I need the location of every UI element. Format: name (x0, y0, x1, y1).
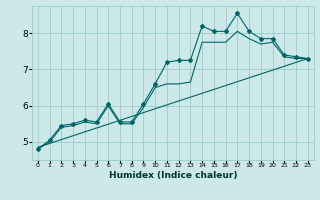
X-axis label: Humidex (Indice chaleur): Humidex (Indice chaleur) (108, 171, 237, 180)
